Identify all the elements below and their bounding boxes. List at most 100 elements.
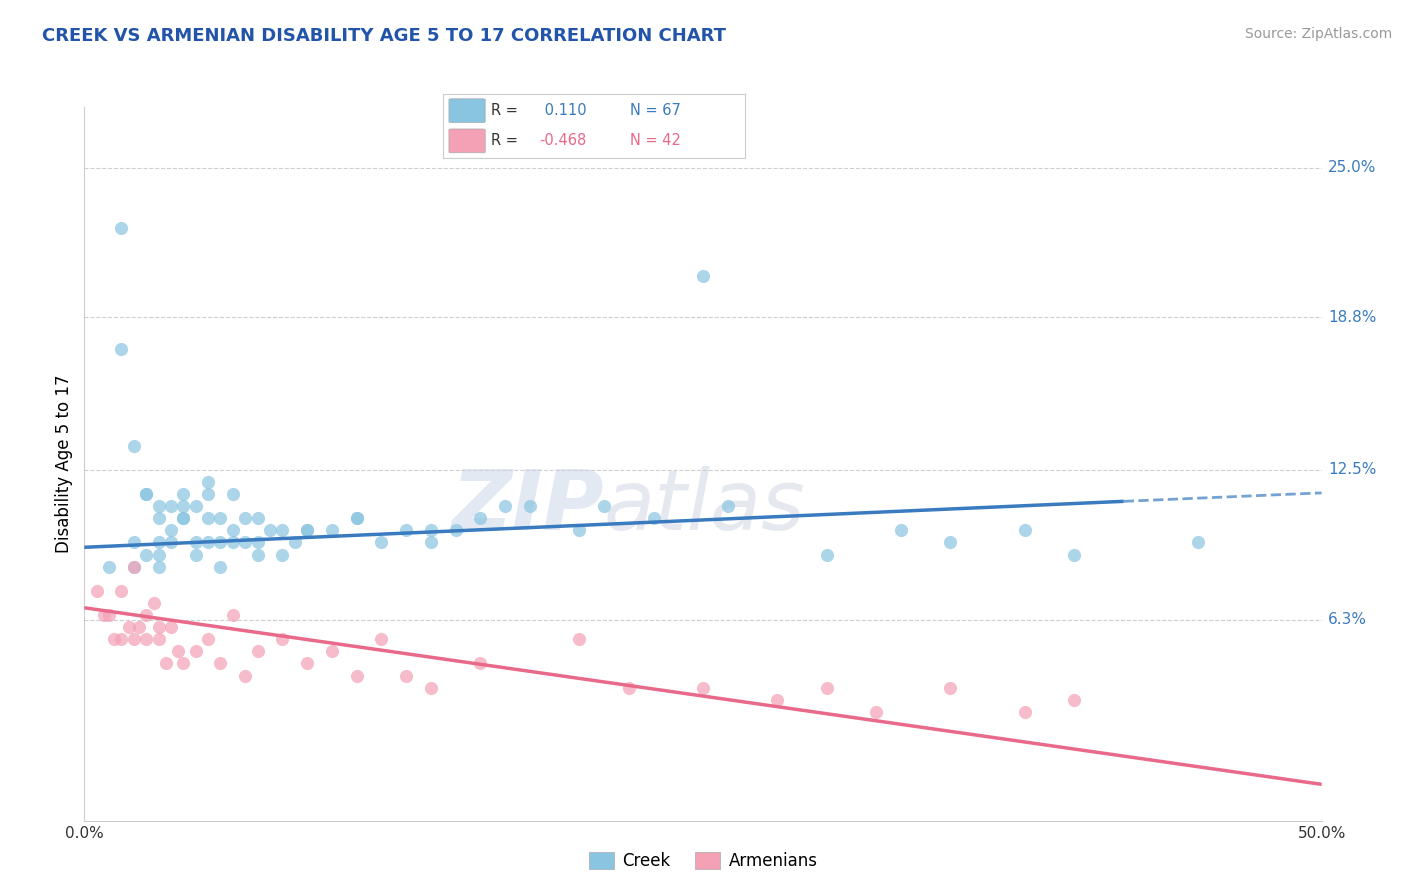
Point <box>209 535 232 549</box>
Point <box>1014 524 1036 538</box>
Point <box>346 511 368 525</box>
Text: R =: R = <box>491 133 519 148</box>
Point <box>122 439 145 453</box>
Point <box>148 620 170 634</box>
Point <box>346 511 368 525</box>
Point <box>246 511 269 525</box>
Point <box>419 524 441 538</box>
Point <box>233 511 256 525</box>
Point <box>593 499 616 513</box>
Point <box>110 221 132 235</box>
Point <box>246 644 269 658</box>
Point <box>93 607 115 622</box>
Point <box>184 548 207 562</box>
Point <box>321 524 343 538</box>
Point <box>346 668 368 682</box>
Point <box>197 487 219 501</box>
Point <box>815 681 838 695</box>
Point <box>222 535 245 549</box>
Point <box>692 269 714 284</box>
Point <box>110 583 132 598</box>
Point <box>148 511 170 525</box>
Point <box>98 559 121 574</box>
Point <box>172 511 194 525</box>
Text: 25.0%: 25.0% <box>1327 160 1376 175</box>
Point <box>246 535 269 549</box>
Point <box>122 559 145 574</box>
Point <box>494 499 516 513</box>
Point <box>172 657 194 671</box>
Point <box>160 499 183 513</box>
Point <box>135 632 157 647</box>
Point <box>470 657 492 671</box>
Text: Source: ZipAtlas.com: Source: ZipAtlas.com <box>1244 27 1392 41</box>
Point <box>167 644 190 658</box>
Text: 18.8%: 18.8% <box>1327 310 1376 325</box>
Point <box>135 607 157 622</box>
Text: N = 67: N = 67 <box>630 103 681 118</box>
Point <box>271 632 294 647</box>
Point <box>128 620 150 634</box>
Point <box>160 620 183 634</box>
Point <box>98 607 121 622</box>
Point <box>118 620 141 634</box>
Point <box>86 583 108 598</box>
Text: ZIP: ZIP <box>451 467 605 547</box>
Point <box>1014 705 1036 719</box>
Point <box>142 596 165 610</box>
Point <box>184 535 207 549</box>
Point <box>295 524 318 538</box>
Point <box>148 535 170 549</box>
Point <box>470 511 492 525</box>
Legend: Creek, Armenians: Creek, Armenians <box>582 845 824 877</box>
Point <box>148 548 170 562</box>
Point <box>246 548 269 562</box>
Point <box>519 499 541 513</box>
Point <box>197 535 219 549</box>
Point <box>444 524 467 538</box>
Point <box>122 535 145 549</box>
Point <box>197 475 219 489</box>
Point <box>222 524 245 538</box>
Point <box>1063 548 1085 562</box>
Point <box>284 535 307 549</box>
Point <box>172 487 194 501</box>
Point <box>370 632 392 647</box>
Point <box>155 657 177 671</box>
Point <box>233 535 256 549</box>
Text: 6.3%: 6.3% <box>1327 613 1367 627</box>
Point <box>135 548 157 562</box>
Point <box>568 632 591 647</box>
Point <box>122 559 145 574</box>
Point <box>209 559 232 574</box>
Point <box>1187 535 1209 549</box>
Text: CREEK VS ARMENIAN DISABILITY AGE 5 TO 17 CORRELATION CHART: CREEK VS ARMENIAN DISABILITY AGE 5 TO 17… <box>42 27 725 45</box>
Y-axis label: Disability Age 5 to 17: Disability Age 5 to 17 <box>55 375 73 553</box>
Point <box>568 524 591 538</box>
Point <box>135 487 157 501</box>
Point <box>419 681 441 695</box>
Point <box>295 657 318 671</box>
Point <box>939 535 962 549</box>
Point <box>103 632 125 647</box>
Point <box>617 681 640 695</box>
Point <box>148 559 170 574</box>
Text: atlas: atlas <box>605 467 806 547</box>
Text: N = 42: N = 42 <box>630 133 681 148</box>
FancyBboxPatch shape <box>449 99 485 122</box>
Point <box>815 548 838 562</box>
Point <box>643 511 665 525</box>
Point <box>222 487 245 501</box>
Point <box>692 681 714 695</box>
Point <box>321 644 343 658</box>
Point <box>160 535 183 549</box>
Point <box>1063 692 1085 706</box>
Point <box>419 535 441 549</box>
Point <box>135 487 157 501</box>
Point <box>222 607 245 622</box>
Point <box>172 499 194 513</box>
Point <box>148 499 170 513</box>
Text: -0.468: -0.468 <box>540 133 586 148</box>
Point <box>766 692 789 706</box>
Text: 0.110: 0.110 <box>540 103 586 118</box>
